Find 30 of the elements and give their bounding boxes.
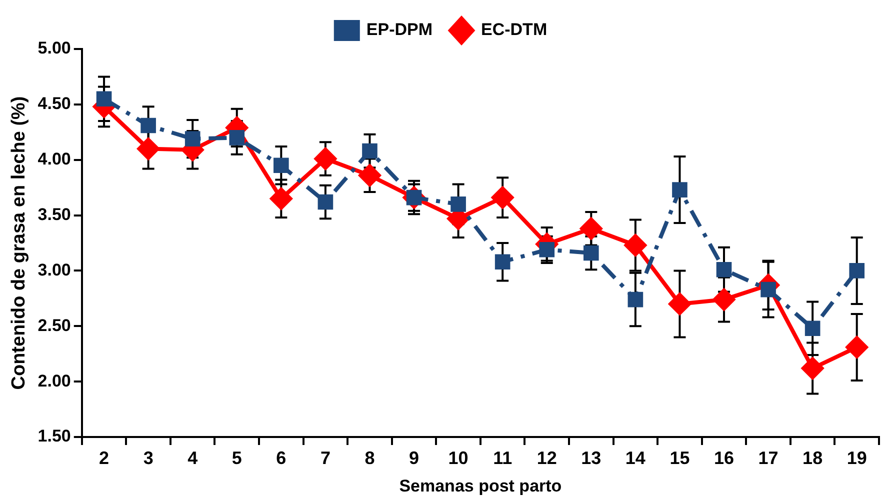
y-tick-label: 5.00 xyxy=(38,38,71,58)
x-tick-label: 15 xyxy=(670,448,690,468)
x-tick-label: 6 xyxy=(276,448,286,468)
y-tick-label: 4.50 xyxy=(38,94,71,114)
y-tick-label: 2.00 xyxy=(38,371,71,390)
x-tick-label: 17 xyxy=(758,448,778,468)
x-tick-label: 11 xyxy=(493,448,512,468)
x-tick-label: 2 xyxy=(99,448,110,468)
x-tick-label: 13 xyxy=(581,448,602,468)
x-tick-label: 9 xyxy=(409,448,420,468)
x-tick-label: 16 xyxy=(714,448,734,468)
x-tick-label: 18 xyxy=(802,448,823,468)
x-tick-label: 4 xyxy=(188,448,198,468)
x-tick-label: 12 xyxy=(536,448,557,468)
y-tick-label: 4.00 xyxy=(38,150,71,169)
y-tick-label: 1.50 xyxy=(38,426,71,446)
legend-label: EP-DPM xyxy=(366,20,433,40)
y-axis-title: Contenido de grasa en leche (%) xyxy=(8,96,30,390)
x-tick-label: 7 xyxy=(320,448,330,468)
y-tick-label: 3.50 xyxy=(38,204,71,224)
x-tick-label: 5 xyxy=(232,448,242,468)
x-tick-label: 14 xyxy=(625,448,646,468)
x-axis-title: Semanas post parto xyxy=(399,476,562,496)
legend-label: EC-DTM xyxy=(481,20,548,40)
y-tick-label: 3.00 xyxy=(38,260,71,280)
x-tick-label: 19 xyxy=(846,448,867,468)
y-tick-label: 2.50 xyxy=(38,316,71,335)
x-tick-label: 8 xyxy=(364,448,375,468)
x-tick-label: 3 xyxy=(143,448,154,468)
x-tick-label: 10 xyxy=(448,448,468,468)
